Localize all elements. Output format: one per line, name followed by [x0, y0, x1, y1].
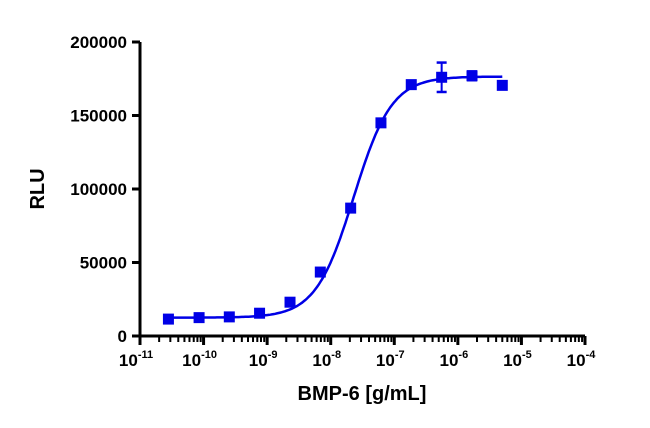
- data-point: [193, 312, 205, 324]
- data-point: [314, 266, 326, 278]
- x-tick-label: 10-6: [440, 349, 469, 370]
- data-point: [254, 307, 266, 319]
- data-point: [223, 311, 235, 323]
- data-point: [405, 79, 417, 91]
- data-point: [345, 202, 357, 214]
- data-point: [162, 313, 174, 325]
- x-tick-label: 10-8: [312, 349, 341, 370]
- y-tick-label: 50000: [80, 254, 127, 273]
- y-tick-label: 100000: [70, 180, 127, 199]
- x-tick-label: 10-9: [249, 349, 278, 370]
- data-point: [375, 117, 387, 129]
- x-tick-label: 10-4: [567, 349, 597, 370]
- data-point: [466, 70, 478, 82]
- y-tick-label: 150000: [70, 107, 127, 126]
- y-axis-label: RLU: [27, 168, 49, 209]
- fit-curve: [168, 75, 503, 319]
- data-point: [284, 296, 296, 308]
- y-tick-label: 200000: [70, 33, 127, 52]
- data-point: [496, 79, 508, 91]
- x-tick-label: 10-10: [182, 349, 217, 370]
- x-axis-label: BMP-6 [g/mL]: [298, 383, 427, 405]
- x-tick-label: 10-7: [376, 349, 405, 370]
- data-point: [436, 71, 448, 83]
- y-tick-label: 0: [118, 327, 127, 346]
- x-tick-label: 10-5: [503, 349, 532, 370]
- x-tick-label: 10-11: [119, 349, 153, 370]
